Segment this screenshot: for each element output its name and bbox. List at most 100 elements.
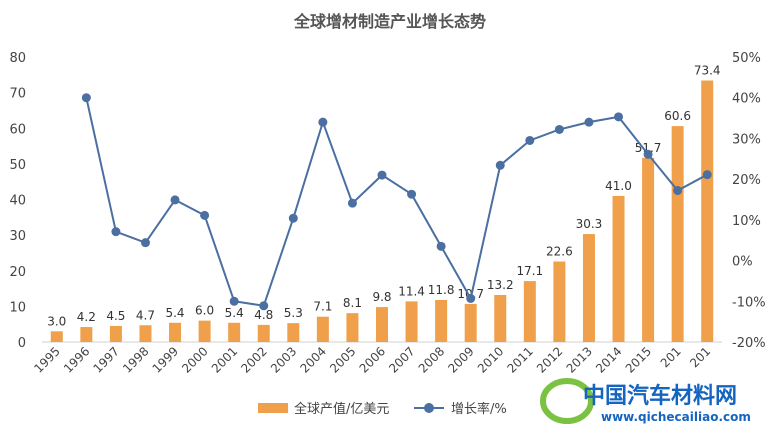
watermark-url: www.qichecailiao.com [601, 410, 751, 424]
growth-rate-point [259, 301, 269, 311]
growth-rate-point [554, 124, 564, 134]
bar [139, 325, 152, 342]
x-axis-tick-label: 2007 [386, 344, 417, 375]
growth-rate-point [673, 186, 683, 196]
right-axis-ticks: -20% -10% 0% 10% 20% 30% 40% 50% [732, 51, 766, 351]
bar-data-label: 11.4 [398, 284, 425, 298]
growth-rate-point [466, 293, 476, 303]
bar [80, 327, 93, 342]
bar-data-label: 5.3 [284, 306, 303, 320]
x-axis-tick-label: 1998 [120, 344, 151, 375]
right-axis-tick-label: 50% [732, 51, 761, 66]
bar [523, 281, 536, 342]
bar-data-label: 4.7 [136, 308, 155, 322]
growth-rate-point [584, 117, 594, 127]
left-axis-tick-label: 20 [9, 265, 26, 280]
bar-data-label: 7.1 [313, 300, 332, 314]
growth-rate-point [347, 198, 357, 208]
growth-rate-point [643, 149, 653, 159]
legend-line-marker [424, 403, 434, 413]
growth-rate-point [200, 210, 210, 220]
bar-data-label: 5.4 [165, 306, 184, 320]
growth-rate-point [140, 238, 150, 248]
bar [376, 307, 388, 342]
bar [612, 195, 625, 342]
x-axis-tick-label: 2009 [445, 344, 476, 375]
bar [642, 157, 655, 342]
growth-rate-point [702, 170, 712, 180]
bar-data-label: 3.0 [47, 314, 66, 328]
left-axis-tick-label: 30 [9, 229, 26, 244]
bar [435, 299, 448, 342]
chart-title: 全球增材制造产业增长态势 [293, 12, 486, 31]
bar [582, 234, 595, 342]
x-axis-tick-label: 2003 [268, 344, 299, 375]
bar [257, 324, 270, 342]
left-axis-ticks: 0 10 20 30 40 50 60 70 80 [9, 51, 26, 351]
growth-rate-point [81, 93, 91, 103]
x-axis-tick-label: 2011 [504, 344, 535, 375]
right-axis-tick-label: 40% [732, 92, 761, 107]
right-axis-tick-label: 30% [732, 132, 761, 147]
right-axis-tick-label: 0% [732, 255, 753, 270]
left-axis-tick-label: 10 [9, 300, 26, 315]
legend-bar-label: 全球产值/亿美元 [294, 401, 389, 417]
bar-data-label: 22.6 [546, 244, 573, 258]
left-axis-tick-label: 40 [9, 194, 26, 209]
x-axis-tick-label: 2005 [327, 344, 358, 375]
growth-rate-point [318, 117, 328, 127]
bar-data-label: 60.6 [664, 109, 691, 123]
bar-data-label: 4.5 [106, 309, 125, 323]
bar [346, 313, 359, 342]
bar-data-label: 73.4 [694, 64, 721, 78]
bar [50, 331, 63, 342]
right-axis-tick-label: -10% [732, 295, 766, 310]
bar-data-label: 17.1 [516, 264, 543, 278]
bar [701, 80, 714, 342]
x-axis-tick-label: 2002 [238, 344, 269, 375]
left-axis-tick-label: 60 [9, 122, 26, 137]
bar-data-label: 8.1 [343, 296, 362, 310]
growth-rate-point [407, 189, 417, 199]
watermark-swoosh-icon [540, 378, 594, 424]
growth-rate-point [436, 241, 446, 251]
bar-data-label: 30.3 [576, 217, 603, 231]
growth-rate-point [229, 296, 239, 306]
watermark-text: 中国汽车材料网 [583, 383, 737, 409]
bar-data-label: 13.2 [487, 278, 514, 292]
bar-data-label: 4.8 [254, 308, 273, 322]
bar [464, 303, 477, 342]
bar-data-label: 41.0 [605, 179, 632, 193]
bar-data-labels: 3.0 4.2 4.5 4.7 5.4 6.0 5.4 4.8 5.3 7.1 8.1 9.8 11.4… [47, 64, 720, 329]
x-axis-tick-label: 1997 [91, 344, 122, 375]
growth-rate-line [85, 97, 708, 307]
bar-series [50, 80, 714, 342]
x-axis-tick-label: 1999 [150, 344, 181, 375]
x-axis-tick-label: 1996 [61, 344, 92, 375]
growth-rate-point [288, 213, 298, 223]
growth-rate-point [614, 112, 624, 122]
x-axis-tick-label: 2001 [209, 344, 240, 375]
bar [553, 261, 566, 342]
legend-line-label: 增长率/% [451, 401, 507, 417]
bar [169, 322, 182, 342]
bar-data-label: 9.8 [372, 290, 391, 304]
growth-rate-point [495, 160, 505, 170]
bar [671, 126, 684, 342]
bar [228, 322, 241, 342]
bar [198, 320, 211, 342]
bar-data-label: 4.2 [77, 310, 96, 324]
growth-rate-point [377, 170, 387, 180]
left-axis-tick-label: 70 [9, 87, 26, 102]
line-series [81, 93, 712, 311]
x-axis-tick-label: 2006 [357, 344, 388, 375]
bar [109, 325, 122, 342]
x-axis-tick-label: 2004 [297, 344, 328, 375]
growth-rate-point [111, 227, 121, 237]
left-axis-tick-label: 50 [9, 158, 26, 173]
bar [405, 301, 418, 342]
left-axis-tick-label: 80 [9, 51, 26, 66]
growth-rate-point [170, 195, 180, 205]
right-axis-tick-label: 10% [732, 214, 761, 229]
bar [316, 316, 329, 342]
